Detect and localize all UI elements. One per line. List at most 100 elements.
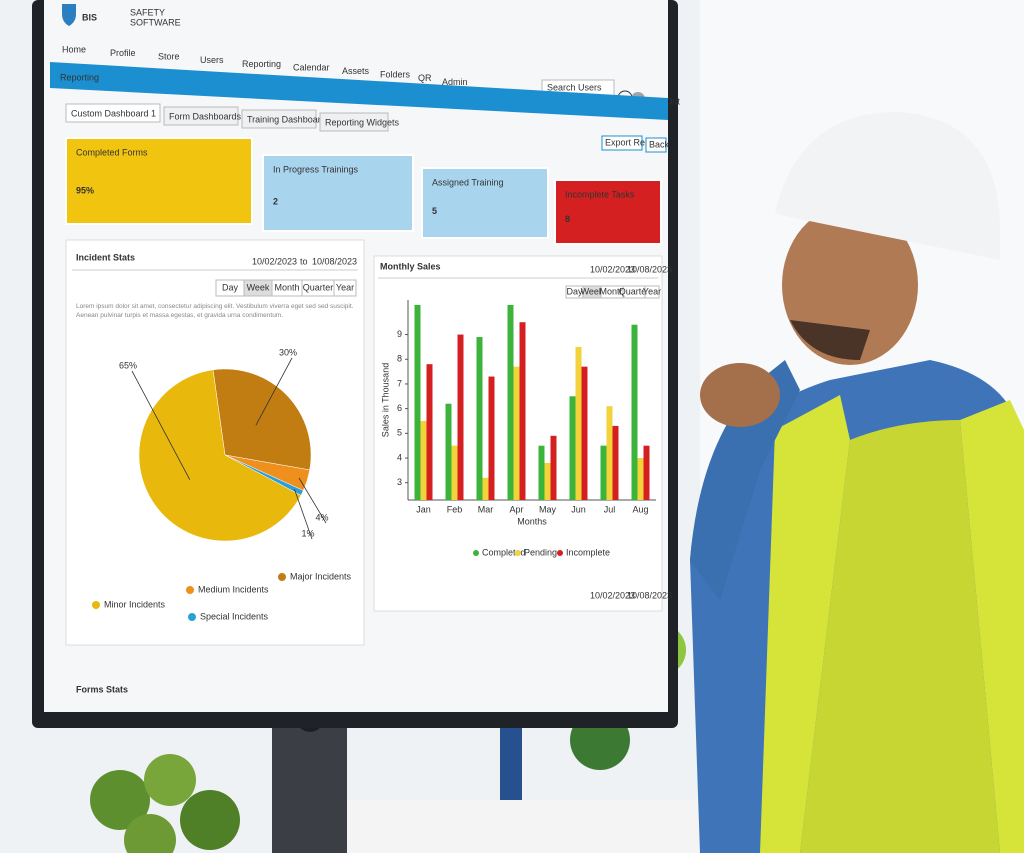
kpi-label: Completed Forms [76, 147, 148, 157]
bar [476, 337, 483, 500]
date-from[interactable]: 10/02/2023 [590, 264, 635, 274]
nav-item[interactable]: Calendar [293, 62, 330, 72]
legend-marker [92, 601, 100, 609]
range-label[interactable]: Month [599, 286, 624, 296]
date-to[interactable]: 10/08/2023 [312, 256, 357, 266]
section-title: Reporting [60, 72, 99, 82]
nav-item[interactable]: Folders [380, 70, 411, 80]
bar [445, 403, 452, 500]
legend-label: Major Incidents [290, 571, 352, 581]
search-placeholder: Search Users [547, 82, 602, 92]
x-tick-label: Jul [604, 504, 616, 514]
x-tick-label: Aug [632, 504, 648, 514]
nav-item[interactable]: Users [200, 55, 224, 65]
worker [690, 111, 1024, 853]
date-from[interactable]: 10/02/2023 [590, 590, 635, 600]
kpi-card [421, 167, 549, 239]
legend-label: Incomplete [566, 547, 610, 557]
range-label[interactable]: Week [247, 282, 270, 292]
desk [330, 800, 750, 853]
kpi-card [65, 137, 253, 225]
legend-marker [473, 550, 479, 556]
bar [643, 445, 650, 500]
x-tick-label: Mar [478, 504, 494, 514]
kpi-value: 8 [565, 214, 570, 224]
tab-label[interactable]: Form Dashboards [169, 111, 242, 121]
logo-text: SOFTWARE [130, 17, 181, 27]
tab-label[interactable]: Custom Dashboard 1 [71, 108, 156, 118]
date-from[interactable]: 10/02/2023 [252, 256, 297, 266]
date-sep: to [300, 256, 308, 266]
bar [612, 425, 619, 500]
range-label[interactable]: Year [336, 282, 354, 292]
nav-item[interactable]: QR [418, 73, 432, 83]
nav-item[interactable]: Assets [342, 66, 370, 76]
button[interactable] [601, 135, 643, 151]
bar [600, 445, 607, 500]
plant [90, 754, 240, 853]
leader-line [131, 370, 191, 480]
bar [544, 462, 551, 500]
legend-label: Minor Incidents [104, 599, 166, 609]
bar [538, 445, 545, 500]
nav-item[interactable]: Home [62, 44, 86, 54]
range-label[interactable]: Day [566, 286, 583, 296]
bar [414, 304, 421, 500]
tab-label[interactable]: Training Dashboard [247, 114, 326, 124]
y-tick-label: 9 [397, 329, 402, 339]
bar [507, 304, 514, 500]
nav-item[interactable]: Store [158, 52, 180, 62]
tab-label[interactable]: Reporting Widgets [325, 117, 400, 127]
pie-slice [212, 368, 312, 471]
date-to[interactable]: 10/08/2023 [627, 590, 672, 600]
kpi-card [262, 154, 414, 232]
button-label[interactable]: Back [649, 139, 670, 149]
bar [451, 445, 458, 500]
pie-label: 1% [301, 528, 314, 538]
bar [457, 334, 464, 500]
kpi-value: 5 [432, 206, 437, 216]
tab[interactable] [65, 103, 161, 123]
bar [519, 322, 526, 500]
x-tick-label: Apr [509, 504, 523, 514]
range-label[interactable]: Month [274, 282, 299, 292]
range-button[interactable] [333, 279, 357, 297]
range-label[interactable]: Quarter [303, 282, 334, 292]
button[interactable] [645, 137, 667, 153]
x-axis-label: Months [517, 516, 547, 526]
nav-item[interactable]: Profile [110, 48, 136, 58]
x-tick-label: May [539, 504, 557, 514]
kpi-label: Assigned Training [432, 177, 504, 187]
bar [488, 376, 495, 500]
range-label[interactable]: Year [643, 286, 661, 296]
bar [550, 435, 557, 500]
bar [569, 396, 576, 500]
bar [575, 346, 582, 500]
nav-item[interactable]: Reporting [242, 59, 281, 69]
range-button[interactable] [644, 285, 660, 299]
tab[interactable] [241, 109, 317, 129]
range-label[interactable]: Day [222, 282, 239, 292]
legend-marker [186, 586, 194, 594]
tab[interactable] [163, 106, 239, 126]
legend-label: Pending [524, 547, 557, 557]
tab[interactable] [319, 112, 389, 132]
leader-line [298, 477, 327, 524]
pie-label: 30% [279, 347, 297, 357]
date-to[interactable]: 10/08/2023 [627, 264, 672, 274]
bar [482, 477, 489, 500]
logo-brand: BIS [82, 12, 97, 22]
logo-text: SAFETY [130, 7, 165, 17]
button-label[interactable]: Export Reports [605, 137, 666, 147]
description: Lorem ipsum dolor sit amet, consectetur … [76, 303, 354, 319]
range-label[interactable]: Quarter [619, 286, 650, 296]
bar [581, 366, 588, 500]
description-box: Lorem ipsum dolor sit amet, consectetur … [76, 303, 354, 319]
range-label[interactable]: Week [581, 286, 604, 296]
leader-line [294, 489, 313, 540]
section-bar [50, 62, 668, 120]
kpi-label: Incomplete Tasks [565, 189, 635, 199]
nav-item[interactable]: Admin [442, 77, 468, 87]
legend-marker [557, 550, 563, 556]
